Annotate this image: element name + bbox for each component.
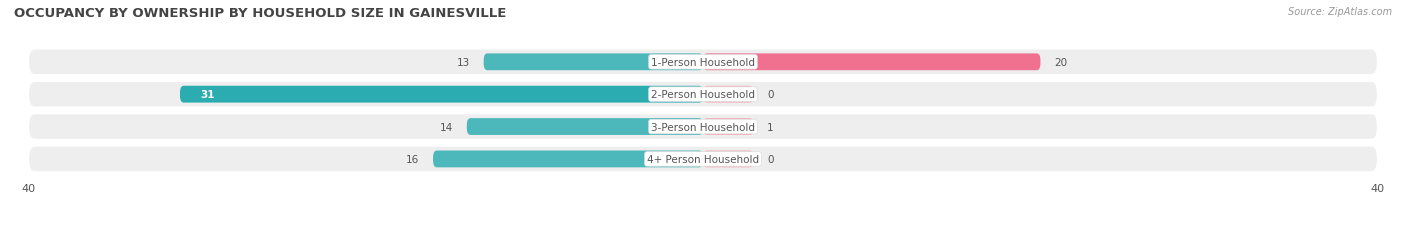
- FancyBboxPatch shape: [180, 86, 703, 103]
- FancyBboxPatch shape: [28, 82, 1378, 108]
- Text: 16: 16: [406, 154, 419, 164]
- Text: 0: 0: [768, 154, 773, 164]
- Text: 14: 14: [440, 122, 453, 132]
- Text: Source: ZipAtlas.com: Source: ZipAtlas.com: [1288, 7, 1392, 17]
- Text: 3-Person Household: 3-Person Household: [651, 122, 755, 132]
- Text: 31: 31: [200, 90, 215, 100]
- Text: 13: 13: [457, 58, 470, 67]
- Text: 2-Person Household: 2-Person Household: [651, 90, 755, 100]
- Text: 1: 1: [768, 122, 773, 132]
- Text: 0: 0: [768, 90, 773, 100]
- Text: OCCUPANCY BY OWNERSHIP BY HOUSEHOLD SIZE IN GAINESVILLE: OCCUPANCY BY OWNERSHIP BY HOUSEHOLD SIZE…: [14, 7, 506, 20]
- Text: 20: 20: [1054, 58, 1067, 67]
- Text: 4+ Person Household: 4+ Person Household: [647, 154, 759, 164]
- Legend: Owner-occupied, Renter-occupied: Owner-occupied, Renter-occupied: [591, 229, 815, 231]
- FancyBboxPatch shape: [703, 54, 1040, 71]
- FancyBboxPatch shape: [484, 54, 703, 71]
- FancyBboxPatch shape: [703, 151, 754, 168]
- FancyBboxPatch shape: [28, 146, 1378, 173]
- FancyBboxPatch shape: [703, 119, 754, 135]
- FancyBboxPatch shape: [28, 114, 1378, 140]
- Text: 1-Person Household: 1-Person Household: [651, 58, 755, 67]
- FancyBboxPatch shape: [467, 119, 703, 135]
- FancyBboxPatch shape: [433, 151, 703, 168]
- FancyBboxPatch shape: [703, 86, 754, 103]
- FancyBboxPatch shape: [28, 49, 1378, 76]
